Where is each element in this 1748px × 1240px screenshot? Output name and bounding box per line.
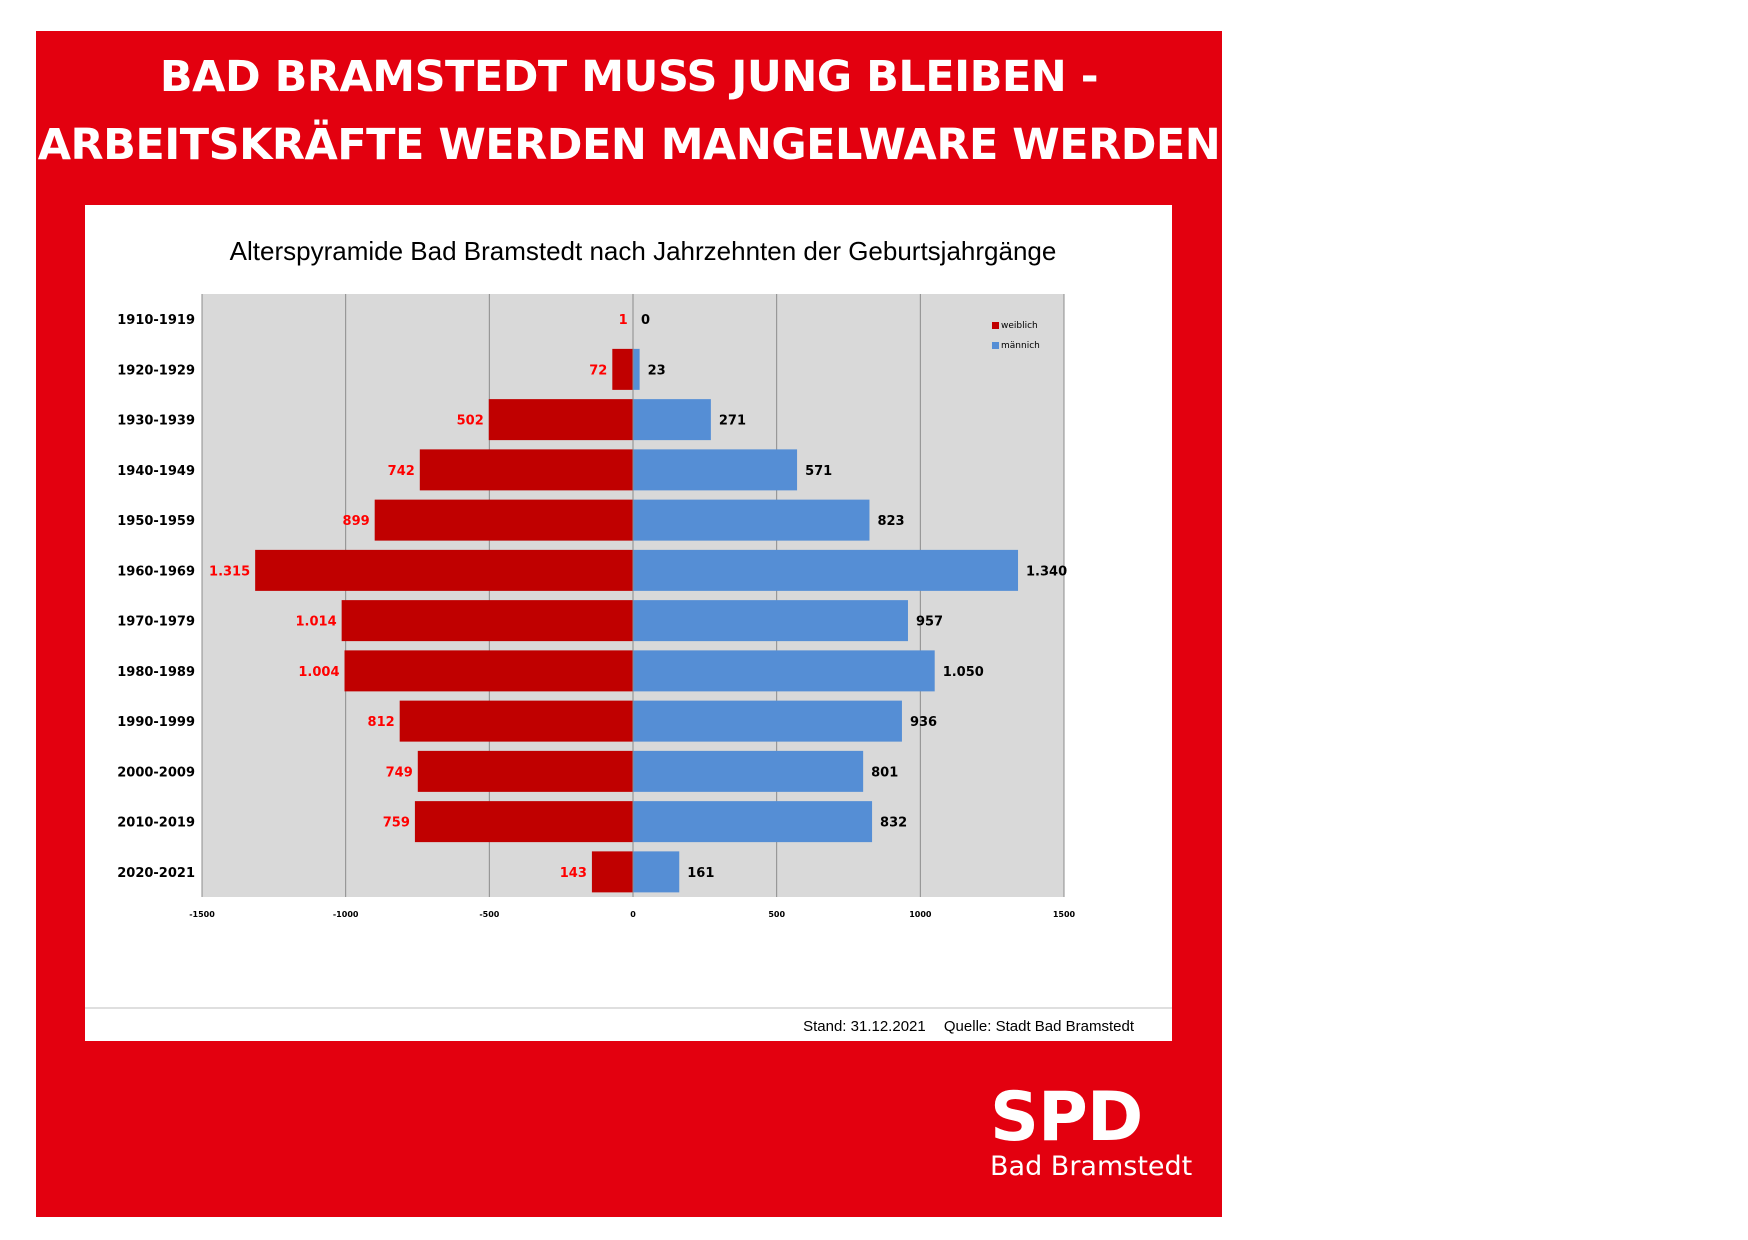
data-label-weiblich: 502 (457, 414, 484, 429)
bar-maennlich (633, 449, 798, 491)
legend-swatch-weiblich (992, 322, 999, 329)
bar-maennlich (633, 499, 870, 541)
category-label: 1960-1969 (117, 564, 195, 579)
data-label-weiblich: 1.014 (296, 615, 337, 630)
headline: BAD BRAMSTEDT MUSS JUNG BLEIBEN - ARBEIT… (36, 43, 1222, 179)
bar-weiblich (399, 700, 633, 742)
bar-maennlich (633, 549, 1019, 591)
data-label-maennlich: 832 (880, 816, 907, 831)
data-label-weiblich: 742 (388, 464, 415, 479)
data-label-weiblich: 759 (383, 816, 410, 831)
data-label-maennlich: 161 (687, 866, 714, 881)
chart-panel: Alterspyramide Bad Bramstedt nach Jahrze… (85, 205, 1172, 1041)
category-label: 1940-1949 (117, 464, 195, 479)
data-label-weiblich: 749 (386, 765, 413, 780)
chart-footer: Stand: 31.12.2021 Quelle: Stadt Bad Bram… (803, 1018, 1134, 1035)
category-label: 1950-1959 (117, 514, 195, 529)
data-label-weiblich: 812 (368, 715, 395, 730)
category-label: 1910-1919 (117, 313, 195, 328)
bar-weiblich (419, 449, 633, 491)
bar-weiblich (591, 851, 633, 893)
data-label-maennlich: 957 (916, 615, 943, 630)
category-label: 1980-1989 (117, 665, 195, 680)
data-label-maennlich: 0 (641, 313, 650, 328)
data-label-maennlich: 936 (910, 715, 937, 730)
legend-label-weiblich: weiblich (1001, 321, 1038, 331)
bar-maennlich (633, 399, 711, 441)
headline-line-1: BAD BRAMSTEDT MUSS JUNG BLEIBEN - (159, 52, 1099, 102)
bar-maennlich (633, 750, 864, 792)
data-label-weiblich: 72 (589, 363, 607, 378)
bar-weiblich (488, 399, 633, 441)
spd-logo: SPD Bad Bramstedt (990, 1084, 1192, 1182)
data-label-maennlich: 23 (648, 363, 666, 378)
logo-subtitle: Bad Bramstedt (990, 1151, 1193, 1182)
data-label-maennlich: 1.340 (1026, 564, 1067, 579)
data-label-maennlich: 1.050 (943, 665, 984, 680)
x-tick-label: 1000 (909, 910, 932, 919)
headline-line-2: ARBEITSKRÄFTE WERDEN MANGELWARE WERDEN (37, 120, 1221, 170)
x-tick-label: -1500 (189, 910, 215, 919)
stand-date: Stand: 31.12.2021 (803, 1018, 926, 1035)
legend-label-maennlich: männich (1001, 341, 1040, 351)
logo-mark: SPD (990, 1078, 1143, 1157)
bar-weiblich (344, 650, 633, 692)
data-label-weiblich: 143 (560, 866, 587, 881)
bar-weiblich (612, 348, 633, 390)
bar-maennlich (633, 348, 640, 390)
category-label: 1920-1929 (117, 363, 195, 378)
x-tick-label: -500 (479, 910, 499, 919)
bar-weiblich (417, 750, 633, 792)
category-label: 2010-2019 (117, 816, 195, 831)
source-note: Quelle: Stadt Bad Bramstedt (943, 1018, 1134, 1035)
category-label: 1970-1979 (117, 615, 195, 630)
poster: BAD BRAMSTEDT MUSS JUNG BLEIBEN - ARBEIT… (36, 31, 1222, 1217)
data-label-weiblich: 1.004 (298, 665, 339, 680)
bar-weiblich (255, 549, 633, 591)
category-label: 2000-2009 (117, 765, 195, 780)
data-label-maennlich: 271 (719, 414, 746, 429)
bar-maennlich (633, 801, 873, 843)
category-label: 1990-1999 (117, 715, 195, 730)
bar-weiblich (341, 600, 633, 642)
bar-maennlich (633, 851, 680, 893)
data-label-weiblich: 899 (343, 514, 370, 529)
data-label-weiblich: 1.315 (209, 564, 250, 579)
bar-weiblich (414, 801, 633, 843)
data-label-maennlich: 801 (871, 765, 898, 780)
bar-weiblich (374, 499, 633, 541)
legend-swatch-maennlich (992, 342, 999, 349)
category-label: 1930-1939 (117, 414, 195, 429)
bar-maennlich (633, 650, 935, 692)
x-tick-label: 500 (768, 910, 785, 919)
bar-maennlich (633, 600, 908, 642)
data-label-maennlich: 823 (877, 514, 904, 529)
data-label-weiblich: 1 (619, 313, 628, 328)
x-tick-label: 1500 (1053, 910, 1076, 919)
x-tick-label: 0 (630, 910, 636, 919)
category-label: 2020-2021 (117, 866, 195, 881)
bar-maennlich (633, 700, 902, 742)
chart-title: Alterspyramide Bad Bramstedt nach Jahrze… (230, 236, 1057, 266)
data-label-maennlich: 571 (805, 464, 832, 479)
age-pyramid-chart: Alterspyramide Bad Bramstedt nach Jahrze… (85, 236, 1172, 1009)
x-tick-label: -1000 (333, 910, 359, 919)
